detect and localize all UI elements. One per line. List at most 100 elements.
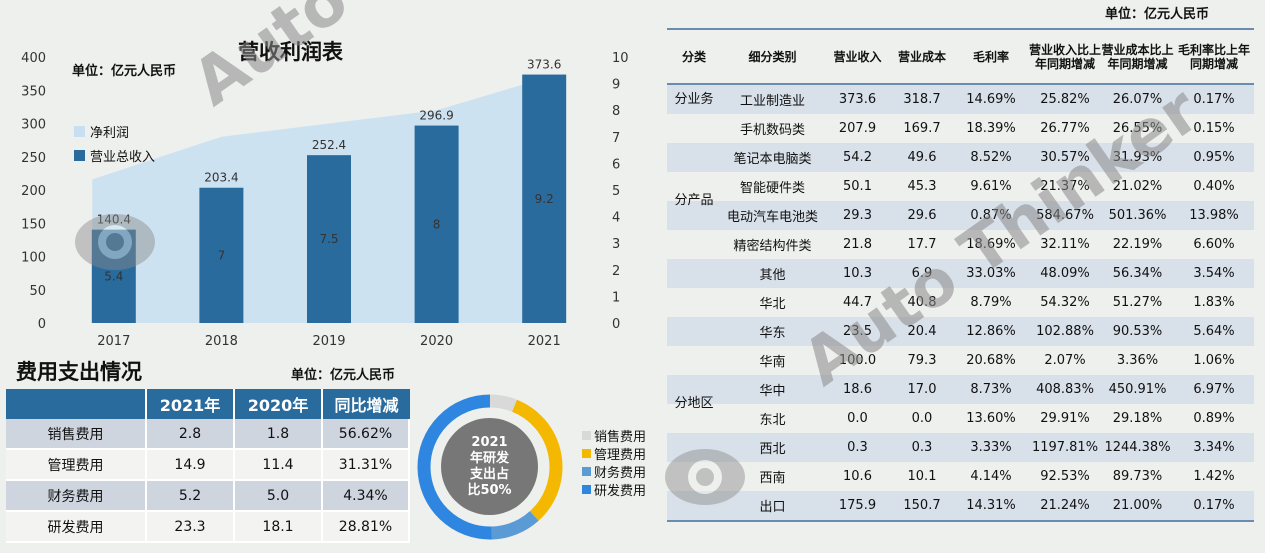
table-cell: 8.52% bbox=[970, 150, 1012, 165]
table-cell: 26.77% bbox=[1040, 121, 1090, 136]
table-row: 精密结构件类 21.8 17.7 18.69% 32.11% 22.19% 6.60% bbox=[667, 230, 1254, 259]
legend-label: 营业总收入 bbox=[90, 150, 156, 165]
table-cell: 18.6 bbox=[843, 382, 872, 397]
table-cell: 4.14% bbox=[970, 469, 1012, 484]
table-cell: 0.87% bbox=[970, 208, 1012, 223]
table-cell: 56.34% bbox=[1112, 266, 1163, 281]
y-right-tick-label: 8 bbox=[612, 104, 620, 119]
table-cell: 电动汽车电池类 bbox=[726, 210, 818, 225]
y-right-tick-label: 5 bbox=[612, 184, 620, 199]
table-cell: 31.31% bbox=[323, 450, 410, 481]
donut-center-line: 2021 bbox=[471, 434, 508, 450]
table-cell: 29.18% bbox=[1112, 411, 1163, 426]
y-right-tick-label: 1 bbox=[612, 290, 620, 305]
table-cell: 48.09% bbox=[1040, 266, 1090, 281]
table-cell: 28.81% bbox=[323, 512, 410, 543]
table-row: 东北 0.0 0.0 13.60% 29.91% 29.18% 0.89% bbox=[667, 404, 1254, 433]
table-header-row: 2021年 2020年 同比增减 bbox=[6, 389, 410, 419]
table-cell: 21.02% bbox=[1112, 179, 1163, 194]
table-cell: 29.91% bbox=[1040, 411, 1090, 426]
table-cell: 3.34% bbox=[1193, 440, 1235, 455]
table-header: 分类 bbox=[681, 49, 706, 64]
category-group-label: 分地区 bbox=[674, 396, 714, 411]
table-cell: 17.0 bbox=[907, 382, 937, 397]
table-row: 笔记本电脑类 54.2 49.6 8.52% 30.57% 31.93% 0.95% bbox=[667, 143, 1254, 172]
legend-label: 管理费用 bbox=[594, 448, 647, 463]
legend-label: 财务费用 bbox=[594, 466, 647, 481]
table-cell: 29.6 bbox=[907, 208, 937, 223]
y-right-tick-label: 7 bbox=[612, 131, 620, 146]
category-group-label: 分产品 bbox=[674, 193, 714, 208]
table-cell: 79.3 bbox=[907, 353, 937, 368]
table-cell: 0.17% bbox=[1193, 498, 1235, 513]
table-cell: 5.2 bbox=[147, 481, 235, 512]
legend-net-profit: 净利润 bbox=[74, 122, 129, 141]
table-cell: 49.6 bbox=[907, 150, 937, 165]
table-cell: 西南 bbox=[759, 471, 786, 486]
table-row: 华北 44.7 40.8 8.79% 54.32% 51.27% 1.83% bbox=[667, 288, 1254, 317]
table-cell: 21.37% bbox=[1040, 179, 1090, 194]
table-header: 毛利率比上年同期增减 bbox=[1177, 42, 1250, 71]
table-cell: 西北 bbox=[759, 442, 786, 457]
legend-revenue: 营业总收入 bbox=[74, 146, 155, 165]
table-cell: 6.60% bbox=[1193, 237, 1235, 252]
table-cell: 1.8 bbox=[235, 419, 323, 450]
table-cell: 工业制造业 bbox=[739, 94, 805, 109]
table-cell: 销售费用 bbox=[6, 419, 147, 450]
table-cell: 1.06% bbox=[1193, 353, 1235, 368]
table-cell: 出口 bbox=[759, 500, 786, 515]
table-cell: 102.88% bbox=[1036, 324, 1094, 339]
segment-table-body: 工业制造业 373.6 318.7 14.69% 25.82% 26.07% 0.17% 手机… bbox=[667, 85, 1254, 520]
legend-swatch bbox=[582, 485, 591, 494]
donut-legend-item: 销售费用 bbox=[582, 426, 646, 445]
y-left-tick-label: 250 bbox=[21, 151, 46, 166]
table-cell: 169.7 bbox=[903, 121, 941, 136]
table-cell: 8.79% bbox=[970, 295, 1012, 310]
donut-center-label: 2021 年研发 支出占 比50% bbox=[441, 418, 538, 515]
table-cell: 10.3 bbox=[843, 266, 872, 281]
table-cell: 其他 bbox=[759, 268, 786, 283]
table-cell: 0.0 bbox=[847, 411, 868, 426]
donut-center-line: 年研发 bbox=[469, 450, 509, 466]
table-cell: 14.9 bbox=[147, 450, 235, 481]
x-tick-label: 2017 bbox=[97, 334, 130, 349]
category-group-label: 分业务 bbox=[674, 92, 714, 107]
y-left-tick-label: 150 bbox=[21, 217, 46, 232]
donut-legend-item: 管理费用 bbox=[582, 444, 646, 463]
table-cell: 0.89% bbox=[1193, 411, 1235, 426]
table-cell: 50.1 bbox=[843, 179, 872, 194]
revenue-profit-chart: 140.45.42017203.472018252.47.52019296.98… bbox=[21, 51, 628, 349]
x-tick-label: 2019 bbox=[312, 334, 345, 349]
legend-swatch bbox=[582, 467, 591, 476]
donut-center-line: 支出占 bbox=[469, 466, 509, 482]
y-left-tick-label: 200 bbox=[21, 184, 46, 199]
table-cell: 21.24% bbox=[1040, 498, 1090, 513]
table-cell: 8.73% bbox=[970, 382, 1012, 397]
table-cell: 21.8 bbox=[843, 237, 872, 252]
revenue-bar bbox=[91, 229, 136, 323]
table-cell: 精密结构件类 bbox=[733, 239, 812, 254]
revenue-data-label: 203.4 bbox=[204, 171, 238, 185]
table-cell: 14.69% bbox=[966, 92, 1016, 107]
y-left-tick-label: 300 bbox=[21, 118, 46, 133]
table-cell: 18.1 bbox=[235, 512, 323, 543]
table-cell: 40.8 bbox=[907, 295, 937, 310]
x-tick-label: 2021 bbox=[528, 334, 561, 349]
table-cell: 21.00% bbox=[1112, 498, 1163, 513]
revenue-bar bbox=[522, 74, 567, 323]
table-row: 西北 0.3 0.3 3.33% 1197.81% 1244.38% 3.34% bbox=[667, 433, 1254, 462]
table-cell: 20.68% bbox=[966, 353, 1016, 368]
table-cell: 1197.81% bbox=[1031, 440, 1099, 455]
y-left-tick-label: 100 bbox=[21, 251, 46, 266]
table-row: 其他 10.3 6.9 33.03% 48.09% 56.34% 3.54% bbox=[667, 259, 1254, 288]
table-cell: 12.86% bbox=[966, 324, 1016, 339]
table-cell: 373.6 bbox=[838, 92, 877, 107]
table-cell: 0.15% bbox=[1193, 121, 1235, 136]
revenue-bar bbox=[199, 187, 244, 323]
table-cell: 44.7 bbox=[843, 295, 872, 310]
revenue-bar bbox=[307, 155, 351, 323]
table-row: 华中 18.6 17.0 8.73% 408.83% 450.91% 6.97% bbox=[667, 375, 1254, 404]
revenue-data-label: 373.6 bbox=[527, 58, 561, 72]
table-cell: 0.95% bbox=[1193, 150, 1235, 165]
table-row: 电动汽车电池类 29.3 29.6 0.87% 584.67% 501.36% 13.98% bbox=[667, 201, 1254, 230]
